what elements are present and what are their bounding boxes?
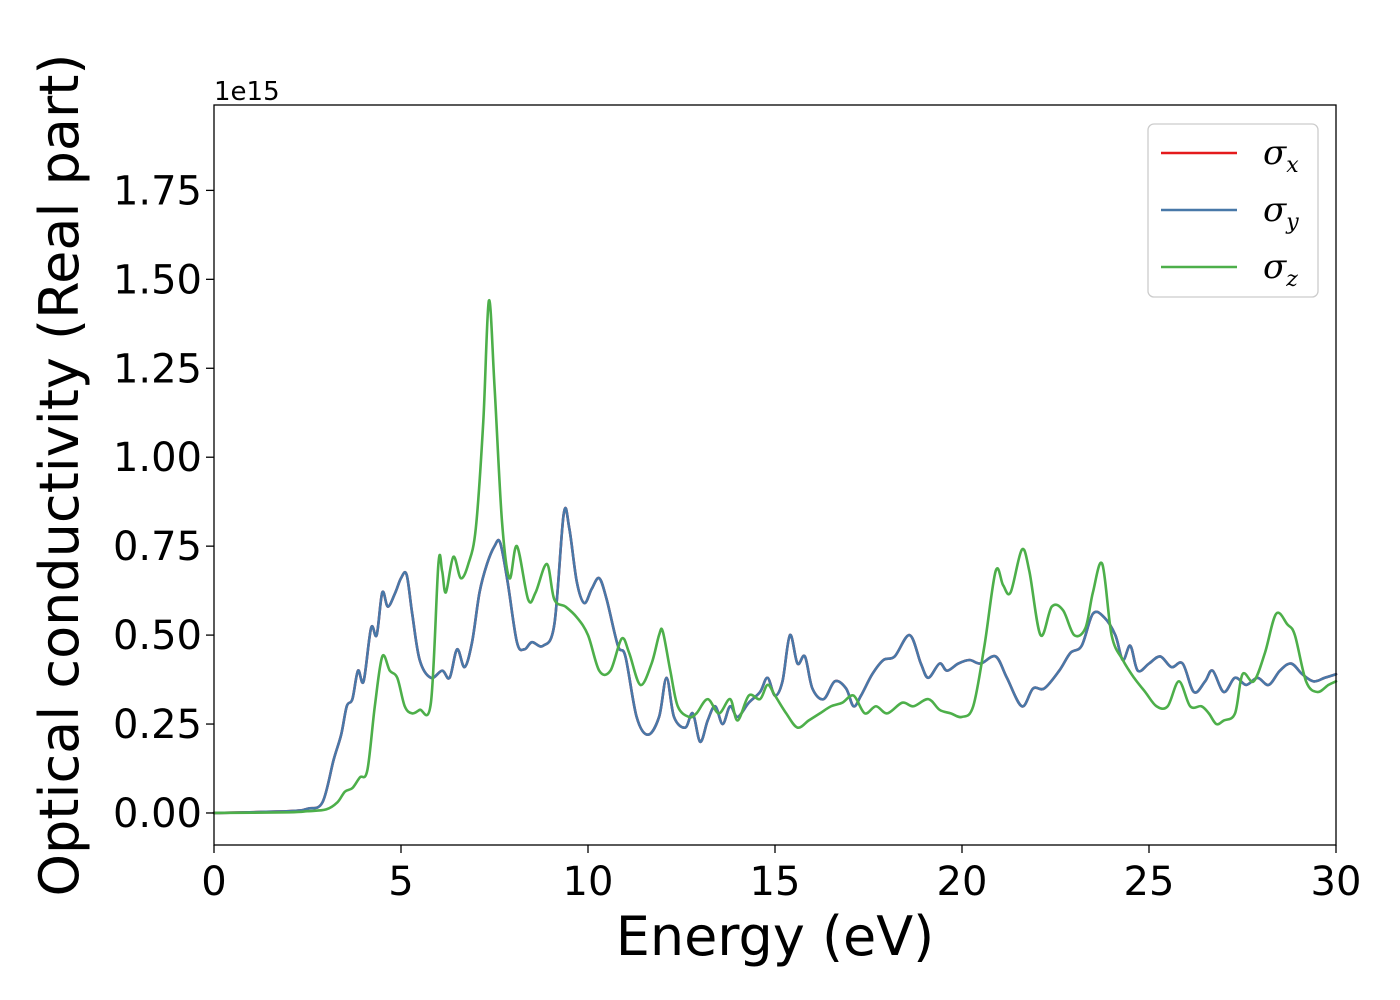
y-tick-label: 1.00 xyxy=(113,435,202,481)
x-tick-label: 5 xyxy=(388,859,413,905)
y-tick-label: 0.00 xyxy=(113,791,202,837)
series-layer xyxy=(212,299,1338,815)
y-tick-label: 0.75 xyxy=(113,524,202,570)
x-tick-label: 15 xyxy=(750,859,801,905)
legend: σx σy σz xyxy=(1147,123,1319,298)
y-tick-label: 1.75 xyxy=(113,168,202,214)
series-line-z xyxy=(212,299,1338,815)
legend-label-y: σy xyxy=(1263,190,1299,235)
y-axis-label: Optical conductivity (Real part) xyxy=(28,54,91,897)
legend-label-z: σz xyxy=(1263,247,1298,292)
y-offset-label: 1e15 xyxy=(214,77,280,107)
x-tick-label: 10 xyxy=(563,859,614,905)
y-axis-ticks: 0.00 0.25 0.50 0.75 1.00 1.25 1.50 1.75 xyxy=(113,168,214,837)
y-tick-label: 1.25 xyxy=(113,346,202,392)
legend-label-x: σx xyxy=(1263,133,1299,178)
x-axis-ticks: 0 5 10 15 20 25 30 xyxy=(201,845,1361,905)
x-tick-label: 0 xyxy=(201,859,226,905)
x-tick-label: 30 xyxy=(1311,859,1362,905)
x-axis-label: Energy (eV) xyxy=(616,905,935,968)
x-tick-label: 25 xyxy=(1124,859,1175,905)
x-tick-label: 20 xyxy=(937,859,988,905)
y-tick-label: 0.25 xyxy=(113,702,202,748)
y-tick-label: 1.50 xyxy=(113,257,202,303)
y-tick-label: 0.50 xyxy=(113,613,202,659)
